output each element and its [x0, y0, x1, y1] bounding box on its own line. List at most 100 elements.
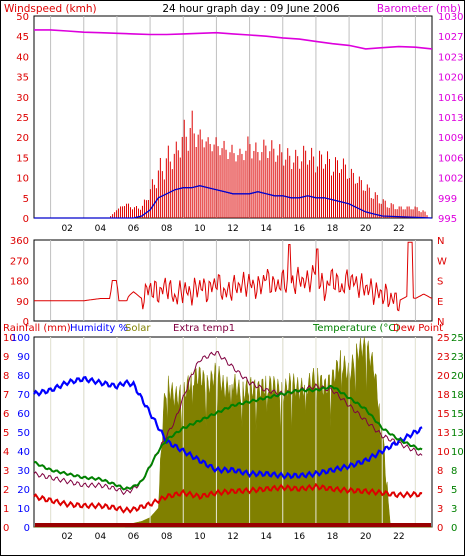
- p1-hour-22: 22: [393, 224, 404, 234]
- dewpoint-tick-20-8: 20: [451, 371, 464, 382]
- p1-hour-02: 02: [61, 224, 72, 234]
- humidity-tick-60: 60: [17, 409, 30, 420]
- p3-hour-08: 08: [161, 532, 173, 542]
- p1-hour-20: 20: [360, 224, 372, 234]
- windspeed-tick-25: 25: [16, 113, 29, 124]
- windspeed-tick-30: 30: [16, 93, 29, 104]
- p3-hour-16: 16: [294, 532, 306, 542]
- barometer-tick-995: 995: [438, 214, 457, 225]
- barometer-tick-1009: 1009: [438, 133, 463, 144]
- barometer-ticks: 995 999 1002 1006 1009 1013 1016 1020 1023 1027 10…: [438, 12, 463, 225]
- barometer-axis-title: Barometer (mb): [377, 3, 461, 15]
- temperature-tick-23-9: 23: [437, 352, 450, 363]
- dewpoint-axis-title: Dew Point: [393, 323, 443, 334]
- rainfall-tick-0: 0: [3, 523, 9, 534]
- windspeed-tick-50: 50: [16, 12, 29, 23]
- compass-tick-S-2: S: [437, 277, 443, 288]
- temperature-tick-20-8: 20: [437, 371, 450, 382]
- compass-tick-W-1: W: [437, 256, 447, 267]
- humidity-tick-30: 30: [17, 466, 30, 477]
- wind-direction-line: [34, 241, 433, 312]
- direction-tick-270: 270: [10, 256, 29, 267]
- barometer-line: [34, 29, 433, 50]
- humidity-tick-10: 10: [17, 504, 30, 515]
- dewpoint-tick-23-9: 23: [451, 352, 464, 363]
- compass-tick-E-3: E: [437, 297, 443, 308]
- dewpoint-line: [33, 482, 423, 514]
- windspeed-tick-35: 35: [16, 73, 29, 84]
- wind-average-line: [34, 185, 433, 219]
- temperature-tick-13-5: 13: [437, 428, 450, 439]
- rainfall-tick-8: 8: [3, 371, 9, 382]
- temperature-tick-3-1: 3: [437, 504, 443, 515]
- humidity-tick-40: 40: [17, 447, 30, 458]
- p1-hour-06: 06: [128, 224, 140, 234]
- windspeed-ticks: 0 5 10 15 20 25 30 35 40 45 50: [16, 12, 29, 225]
- temperature-line: [33, 384, 423, 491]
- barometer-tick-1013: 1013: [438, 113, 463, 124]
- humidity-tick-70: 70: [17, 390, 30, 401]
- dewpoint-tick-18-7: 18: [451, 390, 464, 401]
- windspeed-tick-0: 0: [23, 214, 29, 225]
- rainfall-tick-6: 6: [3, 409, 9, 420]
- windspeed-tick-15: 15: [16, 153, 29, 164]
- barometer-tick-1027: 1027: [438, 32, 463, 43]
- extra-temp-line: [33, 350, 423, 496]
- p3-hour-14: 14: [260, 532, 272, 542]
- temperature-tick-18-7: 18: [437, 390, 450, 401]
- rainfall-tick-7: 7: [3, 390, 9, 401]
- temperature-tick-5-2: 5: [437, 485, 443, 496]
- dewpoint-tick-10-4: 10: [451, 447, 464, 458]
- p3-hour-02: 02: [61, 532, 72, 542]
- chart-title: 24 hour graph day : 09 June 2006: [162, 3, 340, 15]
- temperature-tick-25-10: 25: [437, 333, 450, 344]
- temperature-tick-0-0: 0: [437, 523, 443, 534]
- rainfall-tick-1: 1: [3, 504, 9, 515]
- p3-hour-20: 20: [360, 532, 372, 542]
- humidity-tick-20: 20: [17, 485, 30, 496]
- compass-tick-N-0: N: [437, 236, 444, 247]
- barometer-tick-1002: 1002: [438, 174, 463, 185]
- p1-hour-14: 14: [260, 224, 272, 234]
- p3-hour-06: 06: [128, 532, 140, 542]
- panel-1-hour-ticks: 02 04 06 08 10 12 14 16 18 20 22: [61, 224, 404, 234]
- barometer-tick-1023: 1023: [438, 52, 463, 63]
- panel-3-hour-ticks: 02 04 06 08 10 12 14 16 18 20 22: [61, 532, 404, 542]
- windspeed-tick-45: 45: [16, 32, 29, 43]
- p3-hour-18: 18: [327, 532, 339, 542]
- panel-3-series: [33, 336, 432, 528]
- p1-hour-18: 18: [327, 224, 339, 234]
- p1-hour-08: 08: [161, 224, 173, 234]
- humidity-tick-80: 80: [17, 371, 30, 382]
- windspeed-tick-10: 10: [16, 174, 29, 185]
- temperature-tick-15-6: 15: [437, 409, 450, 420]
- rainfall-tick-2: 2: [3, 485, 9, 496]
- barometer-tick-1030: 1030: [438, 12, 463, 23]
- dewpoint-tick-13-5: 13: [451, 428, 464, 439]
- direction-tick-360: 360: [10, 236, 29, 247]
- p3-hour-10: 10: [194, 532, 206, 542]
- compass-tick-N-4: N: [437, 317, 444, 328]
- p1-hour-12: 12: [227, 224, 238, 234]
- rainfall-bar: [35, 523, 431, 527]
- p3-hour-12: 12: [227, 532, 238, 542]
- humidity-tick-90: 90: [17, 352, 30, 363]
- windspeed-tick-5: 5: [23, 194, 29, 205]
- humidity-tick-50: 50: [17, 428, 30, 439]
- dewpoint-tick-0-0: 0: [451, 523, 457, 534]
- dewpoint-tick-8-3: 8: [451, 466, 457, 477]
- barometer-tick-1020: 1020: [438, 73, 463, 84]
- humidity-axis-title: Humidity %: [70, 323, 128, 334]
- panel-1-series: [34, 29, 433, 219]
- rainfall-tick-9: 9: [3, 352, 9, 363]
- humidity-tick-0: 0: [24, 523, 30, 534]
- p3-hour-04: 04: [95, 532, 107, 542]
- dewpoint-tick-5-2: 5: [451, 485, 457, 496]
- humidity-line: [33, 375, 423, 480]
